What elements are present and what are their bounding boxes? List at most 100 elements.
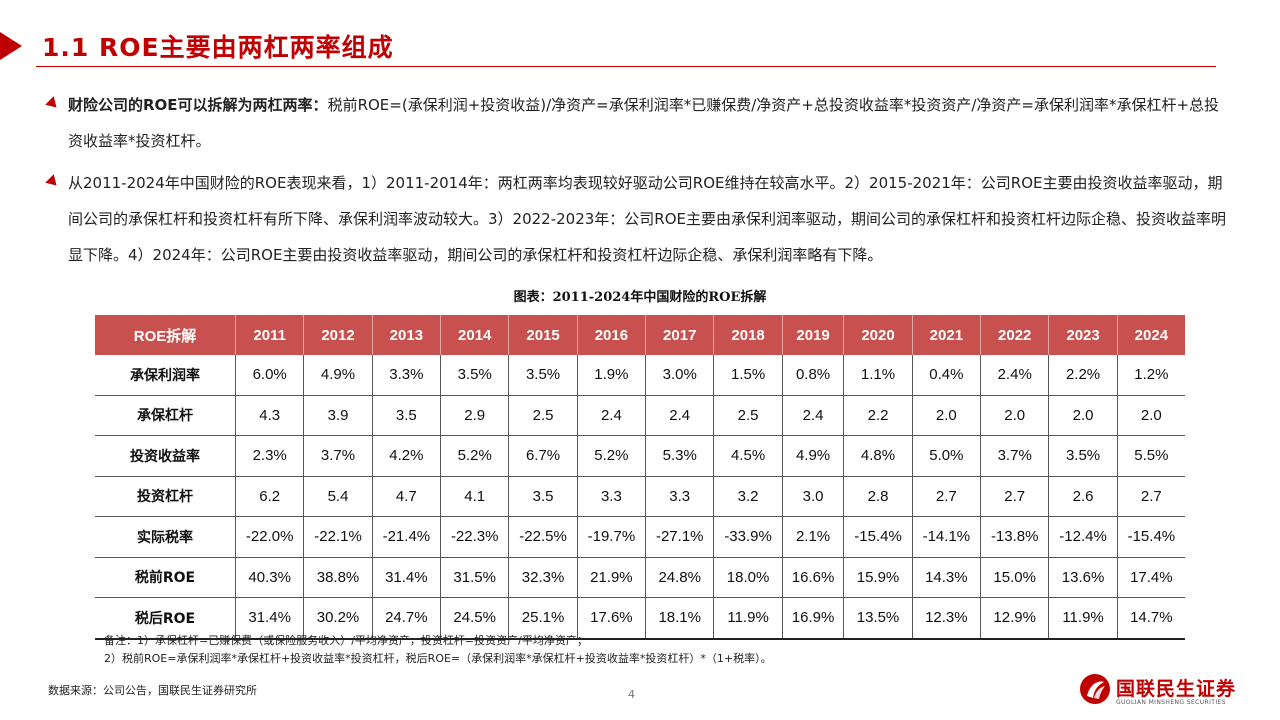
table-header-year: 2016 [577,315,647,355]
table-row: 承保利润率 6.0% 4.9% 3.3% 3.5% 3.5% 1.9% 3.0% 1.5% 0.8… [95,355,1185,396]
table-cell: 6.7% [508,435,578,477]
table-cell: 4.3 [235,395,305,436]
table-cell: -22.3% [440,516,510,558]
table-cell: 4.9% [782,435,845,477]
slide-header: 1.1 ROE主要由两杠两率组成 [0,24,1280,68]
table-cell: 3.3% [372,355,442,396]
table-cell: 2.3% [235,435,305,477]
table-cell: 32.3% [508,557,578,598]
table-cell: 14.3% [912,557,982,598]
table-cell: 2.0 [1117,395,1185,436]
table-cell: 4.7 [372,476,442,517]
table-cell: 2.5 [713,395,783,436]
table-cell: -22.5% [508,516,578,558]
table-cell: 2.7 [912,476,982,517]
table-header-year: 2023 [1048,315,1118,355]
table-cell: 12.3% [912,597,982,640]
table-cell: 11.9% [713,597,783,640]
table-cell: 5.0% [912,435,982,477]
table-cell: 1.1% [843,355,913,396]
table-row-label: 承保杠杆 [95,395,236,436]
table-cell: -13.8% [980,516,1050,558]
table-row: 税前ROE 40.3% 38.8% 31.4% 31.5% 32.3% 21.9% 24.8%… [95,557,1185,598]
table-cell: 2.8 [843,476,913,517]
table-cell: 12.9% [980,597,1050,640]
table-cell: 5.5% [1117,435,1185,477]
slide-title: 1.1 ROE主要由两杠两率组成 [42,33,394,62]
table-cell: 3.0 [782,476,845,517]
table-cell: 4.2% [372,435,442,477]
table-cell: 13.6% [1048,557,1118,598]
table-cell: 2.0 [1048,395,1118,436]
roe-decomposition-table: ROE拆解 2011 2012 2013 2014 2015 2016 2017 2018 20… [95,315,1185,640]
table-cell: 16.6% [782,557,845,598]
table-row-label: 承保利润率 [95,355,236,396]
table-header-row: ROE拆解 2011 2012 2013 2014 2015 2016 2017 2018 20… [95,315,1185,355]
table-row: 投资杠杆 6.2 5.4 4.7 4.1 3.5 3.3 3.3 3.2 3.0 2.8 2.7 2.7… [95,476,1185,517]
table-cell: 3.7% [980,435,1050,477]
table-cell: -21.4% [372,516,442,558]
table-cell: 18.0% [713,557,783,598]
table-title: 图表：2011-2024年中国财险的ROE拆解 [513,290,767,305]
table-cell: -15.4% [1117,516,1185,558]
table-row: 投资收益率 2.3% 3.7% 4.2% 5.2% 6.7% 5.2% 5.3% 4.5% 4.9… [95,435,1185,477]
bullet-2: 从2011-2024年中国财险的ROE表现来看，1）2011-2014年：两杠两… [45,165,1228,273]
table-cell: 4.5% [713,435,783,477]
table-cell: 2.2 [843,395,913,436]
data-source: 数据来源：公司公告，国联民生证券研究所 [48,684,257,697]
table-cell: 14.7% [1117,597,1185,640]
table-header-year: 2014 [440,315,510,355]
table-cell: -19.7% [577,516,647,558]
table-cell: 1.5% [713,355,783,396]
table-header-year: 2021 [912,315,982,355]
table-cell: 31.5% [440,557,510,598]
title-arrow-icon [0,32,22,60]
table-header-year: 2019 [782,315,845,355]
table-cell: 6.2 [235,476,305,517]
table-cell: 1.9% [577,355,647,396]
table-cell: 3.5 [508,476,578,517]
table-cell: 30.2% [303,597,373,640]
bullet-lead: 财险公司的ROE可以拆解为两杠两率： [68,96,328,114]
table-header-label: ROE拆解 [95,315,236,355]
table-cell: 2.4 [577,395,647,436]
table-row-label: 投资杠杆 [95,476,236,517]
table-cell: 6.0% [235,355,305,396]
table-cell: 15.0% [980,557,1050,598]
table-cell: 5.2% [440,435,510,477]
table-header-year: 2020 [843,315,913,355]
table-row: 承保杠杆 4.3 3.9 3.5 2.9 2.5 2.4 2.4 2.5 2.4 2.2 2.0 2.0… [95,395,1185,436]
table-notes: 备注：1）承保杠杆=已赚保费（或保险服务收入）/平均净资产，投资杠杆=投资资产/… [104,632,772,668]
table-cell: -33.9% [713,516,783,558]
title-divider [36,66,1216,67]
table-cell: 24.8% [645,557,715,598]
logo-mark-icon [1080,674,1110,704]
table-cell: -27.1% [645,516,715,558]
table-header-year: 2011 [235,315,305,355]
table-cell: 38.8% [303,557,373,598]
table-cell: -14.1% [912,516,982,558]
table-cell: 21.9% [577,557,647,598]
table-body: 承保利润率 6.0% 4.9% 3.3% 3.5% 3.5% 1.9% 3.0% 1.5% 0.8… [95,355,1185,640]
table-row-label: 实际税率 [95,516,236,558]
table-cell: 24.7% [372,597,442,640]
bullet-text: 税前ROE=(承保利润+投资收益)/净资产=承保利润率*已赚保费/净资产+总投资… [68,96,1220,150]
table-cell: 3.2 [713,476,783,517]
table-cell: 5.4 [303,476,373,517]
table-header-year: 2012 [303,315,373,355]
table-cell: 31.4% [372,557,442,598]
table-row: 实际税率 -22.0% -22.1% -21.4% -22.3% -22.5% -19.7%… [95,516,1185,558]
table-cell: 4.1 [440,476,510,517]
table-cell: 2.5 [508,395,578,436]
table-cell: 4.8% [843,435,913,477]
table-cell: 3.7% [303,435,373,477]
table-cell: 17.6% [577,597,647,640]
table-cell: 3.5 [372,395,442,436]
bullet-1: 财险公司的ROE可以拆解为两杠两率：税前ROE=(承保利润+投资收益)/净资产=… [45,87,1228,159]
table-cell: 40.3% [235,557,305,598]
note-line: 2）税前ROE=承保利润率*承保杠杆+投资收益率*投资杠杆，税后ROE=（承保利… [104,652,772,665]
table-header-year: 2018 [713,315,783,355]
table-cell: 4.9% [303,355,373,396]
logo-english: GUOLIAN MINSHENG SECURITIES [1116,699,1226,706]
table-cell: 11.9% [1048,597,1118,640]
